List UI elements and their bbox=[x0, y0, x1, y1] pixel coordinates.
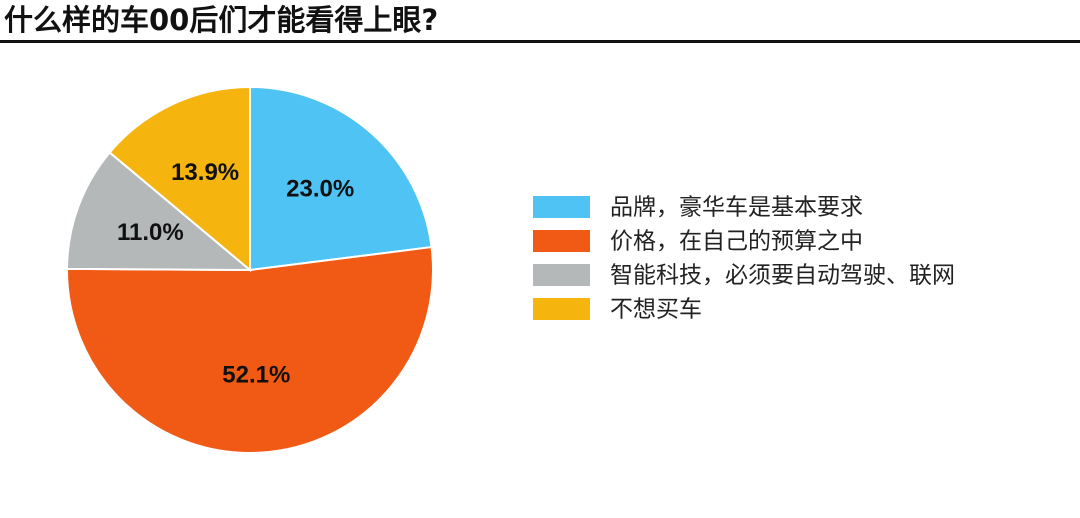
pie-slice bbox=[249, 85, 433, 272]
value-label: 52.1% bbox=[222, 361, 290, 388]
legend-label: 价格，在自己的预算之中 bbox=[610, 229, 863, 255]
legend-label: 不想买车 bbox=[610, 297, 702, 323]
legend-label: 品牌，豪华车是基本要求 bbox=[610, 195, 863, 221]
value-label: 13.9% bbox=[171, 159, 239, 186]
legend-swatch bbox=[533, 298, 590, 320]
title-rule bbox=[0, 40, 1080, 43]
pie-slice bbox=[108, 85, 251, 273]
value-label: 11.0% bbox=[117, 219, 184, 246]
chart-title: 什么样的车00后们才能看得上眼? bbox=[4, 3, 438, 37]
legend-swatch bbox=[533, 230, 590, 252]
pie-slice bbox=[65, 151, 253, 272]
legend-swatch bbox=[533, 196, 590, 218]
pie-slice bbox=[66, 245, 434, 454]
value-label: 23.0% bbox=[286, 176, 354, 203]
legend-label: 智能科技，必须要自动驾驶、联网 bbox=[610, 263, 955, 289]
legend-swatch bbox=[533, 264, 590, 286]
